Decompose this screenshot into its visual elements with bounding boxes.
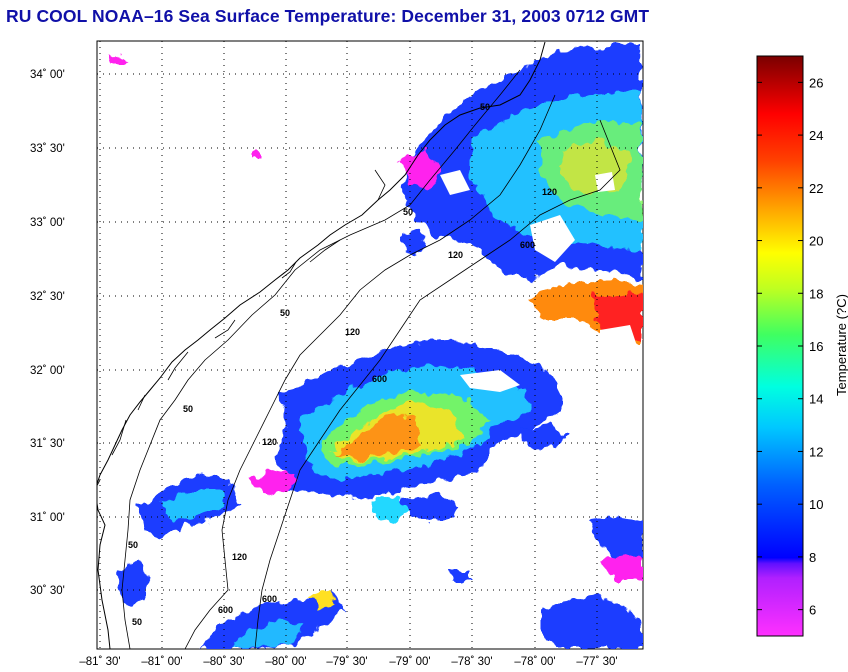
sst-blob-7 — [310, 590, 335, 608]
colorbar-title: Temperature (?C) — [834, 294, 848, 396]
colorbar-tick-label: 18 — [809, 286, 823, 301]
colorbar-tick-label: 22 — [809, 181, 823, 196]
contour-label: 600 — [262, 594, 277, 604]
lon-label: –81˚ 30' — [79, 656, 120, 668]
sst-patch-central-orange — [335, 412, 420, 460]
sst-blob-8 — [400, 230, 425, 255]
colorbar-tick-label: 10 — [809, 497, 823, 512]
colorbar-tick-label: 24 — [809, 128, 823, 143]
contour-label: 50 — [128, 540, 138, 550]
colorbar-tick-label: 16 — [809, 339, 823, 354]
contour-label: 120 — [232, 552, 247, 562]
colorbar: 26 24 22 20 18 16 14 12 10 8 6 Temperature (?C) — [756, 55, 848, 637]
lat-label: 32˚ 00' — [30, 365, 65, 377]
sst-blob-4 — [106, 55, 128, 64]
cloud-gaps — [440, 170, 640, 392]
longitude-labels: –81˚ 30' –81˚ 00' –80˚ 30' –80˚ 00' –79˚… — [79, 656, 617, 668]
lon-label: –80˚ 30' — [203, 656, 244, 668]
lon-label: –78˚ 30' — [451, 656, 492, 668]
sst-patch-small-sw — [118, 560, 150, 605]
map-title: RU COOL NOAA–16 Sea Surface Temperature:… — [6, 6, 650, 26]
sst-patch-central-magenta — [248, 470, 295, 495]
sst-blob-1 — [520, 425, 570, 448]
colorbar-ramp — [756, 55, 804, 637]
colorbar-tick-label: 14 — [809, 392, 823, 407]
sst-patch-bottom — [200, 590, 345, 649]
contour-label: 600 — [218, 605, 233, 615]
lat-label: 31˚ 00' — [30, 512, 65, 524]
lon-label: –77˚ 30' — [576, 656, 617, 668]
sst-imagery — [97, 41, 643, 649]
coastline — [97, 41, 546, 649]
contour-label: 120 — [345, 327, 360, 337]
colorbar-tick-label: 20 — [809, 234, 823, 249]
colorbar-ticks: 26 24 22 20 18 16 14 12 10 8 6 — [757, 75, 823, 618]
sst-patch-se-magenta — [600, 555, 643, 580]
lon-label: –81˚ 00' — [141, 656, 182, 668]
colorbar-tick-label: 6 — [809, 603, 816, 618]
contour-label: 50 — [403, 207, 413, 217]
contour-labels: 50 50 50 50 50 120 120 120 120 120 600 6… — [128, 102, 557, 627]
contour-label: 50 — [183, 404, 193, 414]
colorbar-tick-label: 12 — [809, 444, 823, 459]
contour-label: 120 — [448, 250, 463, 260]
sst-patch-se-2 — [540, 595, 643, 649]
lon-label: –78˚ 00' — [514, 656, 555, 668]
sst-blob-5 — [450, 570, 470, 580]
lat-label: 34˚ 00' — [30, 69, 65, 81]
contour-label: 120 — [262, 437, 277, 447]
contour-label: 600 — [520, 240, 535, 250]
bathymetry-contours — [121, 69, 621, 649]
latitude-labels: 34˚ 00' 33˚ 30' 33˚ 00' 32˚ 30' 32˚ 00' … — [30, 69, 65, 597]
lat-label: 32˚ 30' — [30, 291, 65, 303]
lon-label: –79˚ 00' — [389, 656, 430, 668]
lat-label: 31˚ 30' — [30, 438, 65, 450]
lat-label: 30˚ 30' — [30, 585, 65, 597]
contour-label: 120 — [542, 187, 557, 197]
contour-label: 50 — [480, 102, 490, 112]
contour-label: 50 — [280, 308, 290, 318]
sst-blob-3 — [400, 495, 460, 520]
lat-label: 33˚ 00' — [30, 217, 65, 229]
sst-blob-2 — [370, 495, 410, 522]
lon-label: –80˚ 00' — [265, 656, 306, 668]
colorbar-tick-label: 8 — [809, 550, 816, 565]
coastline-islands — [97, 169, 386, 487]
lat-lon-grid — [97, 41, 643, 649]
contour-label: 600 — [372, 374, 387, 384]
colorbar-tick-label: 26 — [809, 75, 823, 90]
lon-label: –79˚ 30' — [326, 656, 367, 668]
contour-label: 50 — [132, 617, 142, 627]
sst-blob-6 — [252, 150, 260, 156]
sst-patch-sw-cyan — [160, 490, 225, 520]
lat-label: 33˚ 30' — [30, 143, 65, 155]
